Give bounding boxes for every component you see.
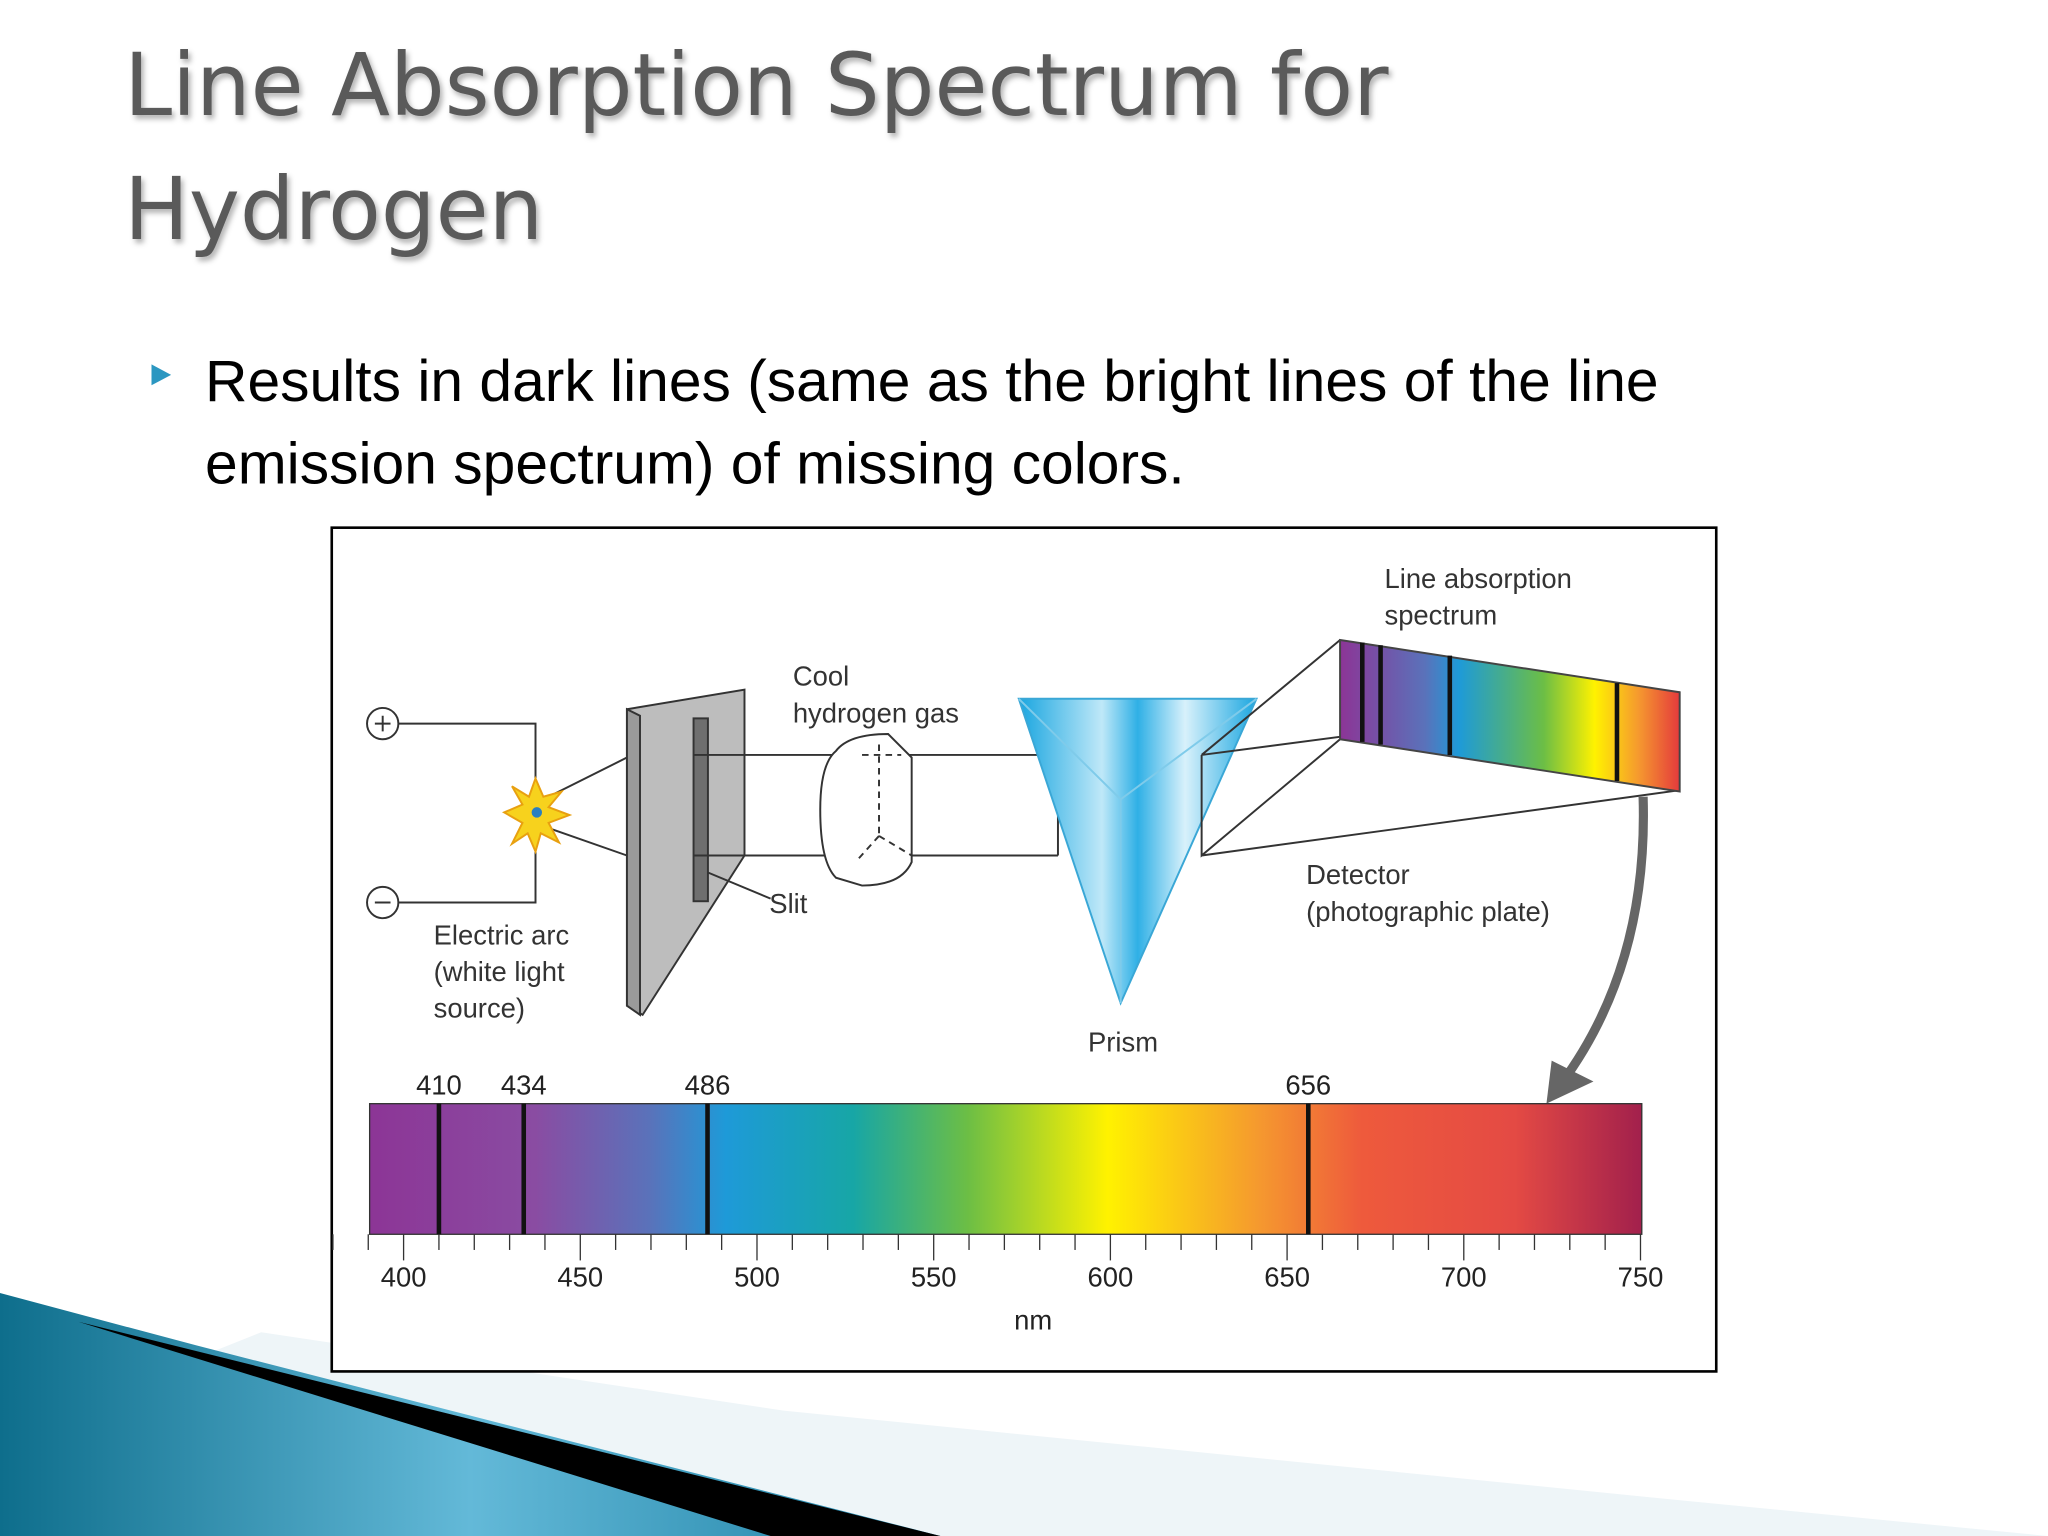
label: Cool — [793, 661, 849, 692]
scale-label: 650 — [1264, 1262, 1310, 1293]
scale-label: 500 — [734, 1262, 780, 1293]
bullet-text: Results in dark lines (same as the brigh… — [205, 349, 1659, 414]
bullet-text: emission spectrum) of missing colors. — [205, 431, 1185, 496]
label: source) — [434, 992, 525, 1023]
apparatus — [366, 638, 1681, 1104]
title: Line Absorption Spectrum for Hydrogen — [124, 36, 1389, 260]
title-line: Line Absorption Spectrum for — [124, 36, 1389, 136]
label: Slit — [769, 888, 807, 919]
line-label: 486 — [685, 1070, 731, 1101]
scale-label: 450 — [557, 1262, 603, 1293]
spectrum-bar — [368, 1103, 1643, 1235]
label: (photographic plate) — [1306, 896, 1550, 927]
swoosh-black — [78, 1321, 941, 1536]
label: hydrogen gas — [793, 697, 959, 728]
line-label: 656 — [1285, 1070, 1331, 1101]
scale-label: 700 — [1441, 1262, 1487, 1293]
label: Prism — [1088, 1026, 1158, 1057]
scale-label: 600 — [1088, 1262, 1134, 1293]
scale-label: 400 — [381, 1262, 427, 1293]
label: (white light — [434, 956, 565, 987]
unit-label: nm — [1014, 1305, 1052, 1336]
scale-label: 750 — [1618, 1262, 1664, 1293]
scale-label: 550 — [911, 1262, 957, 1293]
bullet-marker — [151, 364, 172, 386]
title-line: Hydrogen — [124, 160, 543, 260]
spectrum-scale: 400 450 500 550 600 650 700 750 410 434 486 656 — [332, 1070, 1664, 1293]
line-label: 434 — [501, 1070, 547, 1101]
swoosh-teal — [0, 1293, 941, 1536]
label: Electric arc — [434, 919, 570, 950]
line-label: 410 — [416, 1070, 462, 1101]
label: Detector — [1306, 859, 1410, 890]
figure-labels: Line absorption spectrum Cool hydrogen g… — [434, 563, 1572, 1058]
label: spectrum — [1384, 599, 1497, 630]
label: Line absorption — [1384, 563, 1571, 594]
